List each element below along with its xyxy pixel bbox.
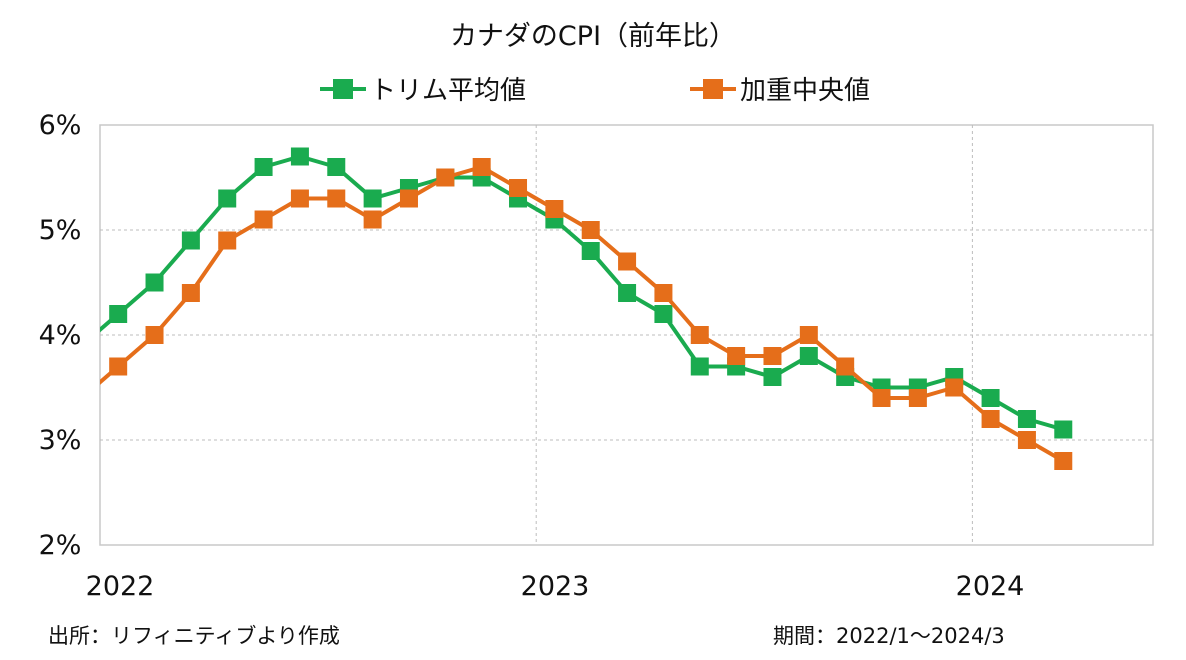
y-tick-label: 4% xyxy=(39,320,82,351)
y-tick-label: 6% xyxy=(39,110,82,141)
trimmed-mean-point xyxy=(1054,420,1073,439)
weighted-median-point xyxy=(945,378,964,397)
weighted-median-point xyxy=(690,326,709,344)
weighted-median-point xyxy=(763,347,782,365)
weighted-median-point xyxy=(399,189,418,208)
legend-swatch-trimmed-mean xyxy=(320,78,366,99)
weighted-median-point xyxy=(581,221,600,239)
weighted-median-point xyxy=(218,231,237,250)
trimmed-mean-point xyxy=(290,147,309,166)
x-tick-label: 2024 xyxy=(956,571,1025,602)
trimmed-mean-line xyxy=(100,154,1064,432)
trimmed-mean-point xyxy=(327,158,346,176)
trimmed-mean-point xyxy=(363,189,382,208)
weighted-median-point xyxy=(981,410,1000,428)
weighted-median-point xyxy=(436,168,455,187)
weighted-median-point xyxy=(509,179,528,197)
legend-label-weighted-median: 加重中央値 xyxy=(740,76,871,106)
x-tick-label: 2023 xyxy=(521,571,590,602)
trimmed-mean-point xyxy=(581,242,600,260)
chart-title: カナダのCPI（前年比） xyxy=(449,21,737,52)
weighted-median-point xyxy=(472,158,491,176)
source-note: 出所：リフィニティブより作成 xyxy=(48,624,340,648)
weighted-median-point xyxy=(290,189,309,208)
trimmed-mean-point xyxy=(763,368,782,386)
trimmed-mean-point xyxy=(654,305,673,323)
weighted-median-point xyxy=(836,357,855,376)
series-weighted-median xyxy=(100,158,1073,470)
trimmed-mean-point xyxy=(181,231,200,250)
y-tick-label: 3% xyxy=(39,425,82,456)
trimmed-mean-point xyxy=(981,389,1000,407)
weighted-median-point xyxy=(727,347,746,365)
legend-label-trimmed-mean: トリム平均値 xyxy=(370,76,527,106)
weighted-median-line xyxy=(100,165,1065,463)
legend-swatch-weighted-median xyxy=(690,78,736,99)
legend-item-trimmed-mean: トリム平均値 xyxy=(320,70,526,107)
period-note: 期間：2022/1～2024/3 xyxy=(773,624,1005,648)
weighted-median-point xyxy=(654,284,673,302)
weighted-median-point xyxy=(872,389,891,407)
weighted-median-point xyxy=(1054,452,1073,470)
weighted-median-point xyxy=(145,326,164,344)
weighted-median-point xyxy=(799,326,818,344)
trimmed-mean-point xyxy=(254,158,273,176)
weighted-median-point xyxy=(363,210,382,229)
trimmed-mean-point xyxy=(218,189,237,208)
trimmed-mean-point xyxy=(799,347,818,365)
trimmed-mean-point xyxy=(145,273,164,292)
weighted-median-point xyxy=(327,189,346,208)
weighted-median-point xyxy=(618,252,637,271)
y-tick-label: 2% xyxy=(39,530,82,561)
trimmed-mean-point xyxy=(618,284,637,302)
weighted-median-point xyxy=(545,200,564,218)
trimmed-mean-point xyxy=(1017,410,1036,428)
x-tick-label: 2022 xyxy=(86,571,155,602)
legend-item-weighted-median: 加重中央値 xyxy=(690,70,870,107)
legend: トリム平均値 加重中央値 xyxy=(0,70,1186,106)
y-tick-label: 5% xyxy=(39,215,82,246)
weighted-median-point xyxy=(109,357,128,376)
weighted-median-point xyxy=(908,389,927,407)
weighted-median-point xyxy=(254,210,273,229)
trimmed-mean-point xyxy=(109,305,128,323)
weighted-median-point xyxy=(1017,431,1036,449)
trimmed-mean-point xyxy=(690,357,709,376)
weighted-median-point xyxy=(181,284,200,302)
